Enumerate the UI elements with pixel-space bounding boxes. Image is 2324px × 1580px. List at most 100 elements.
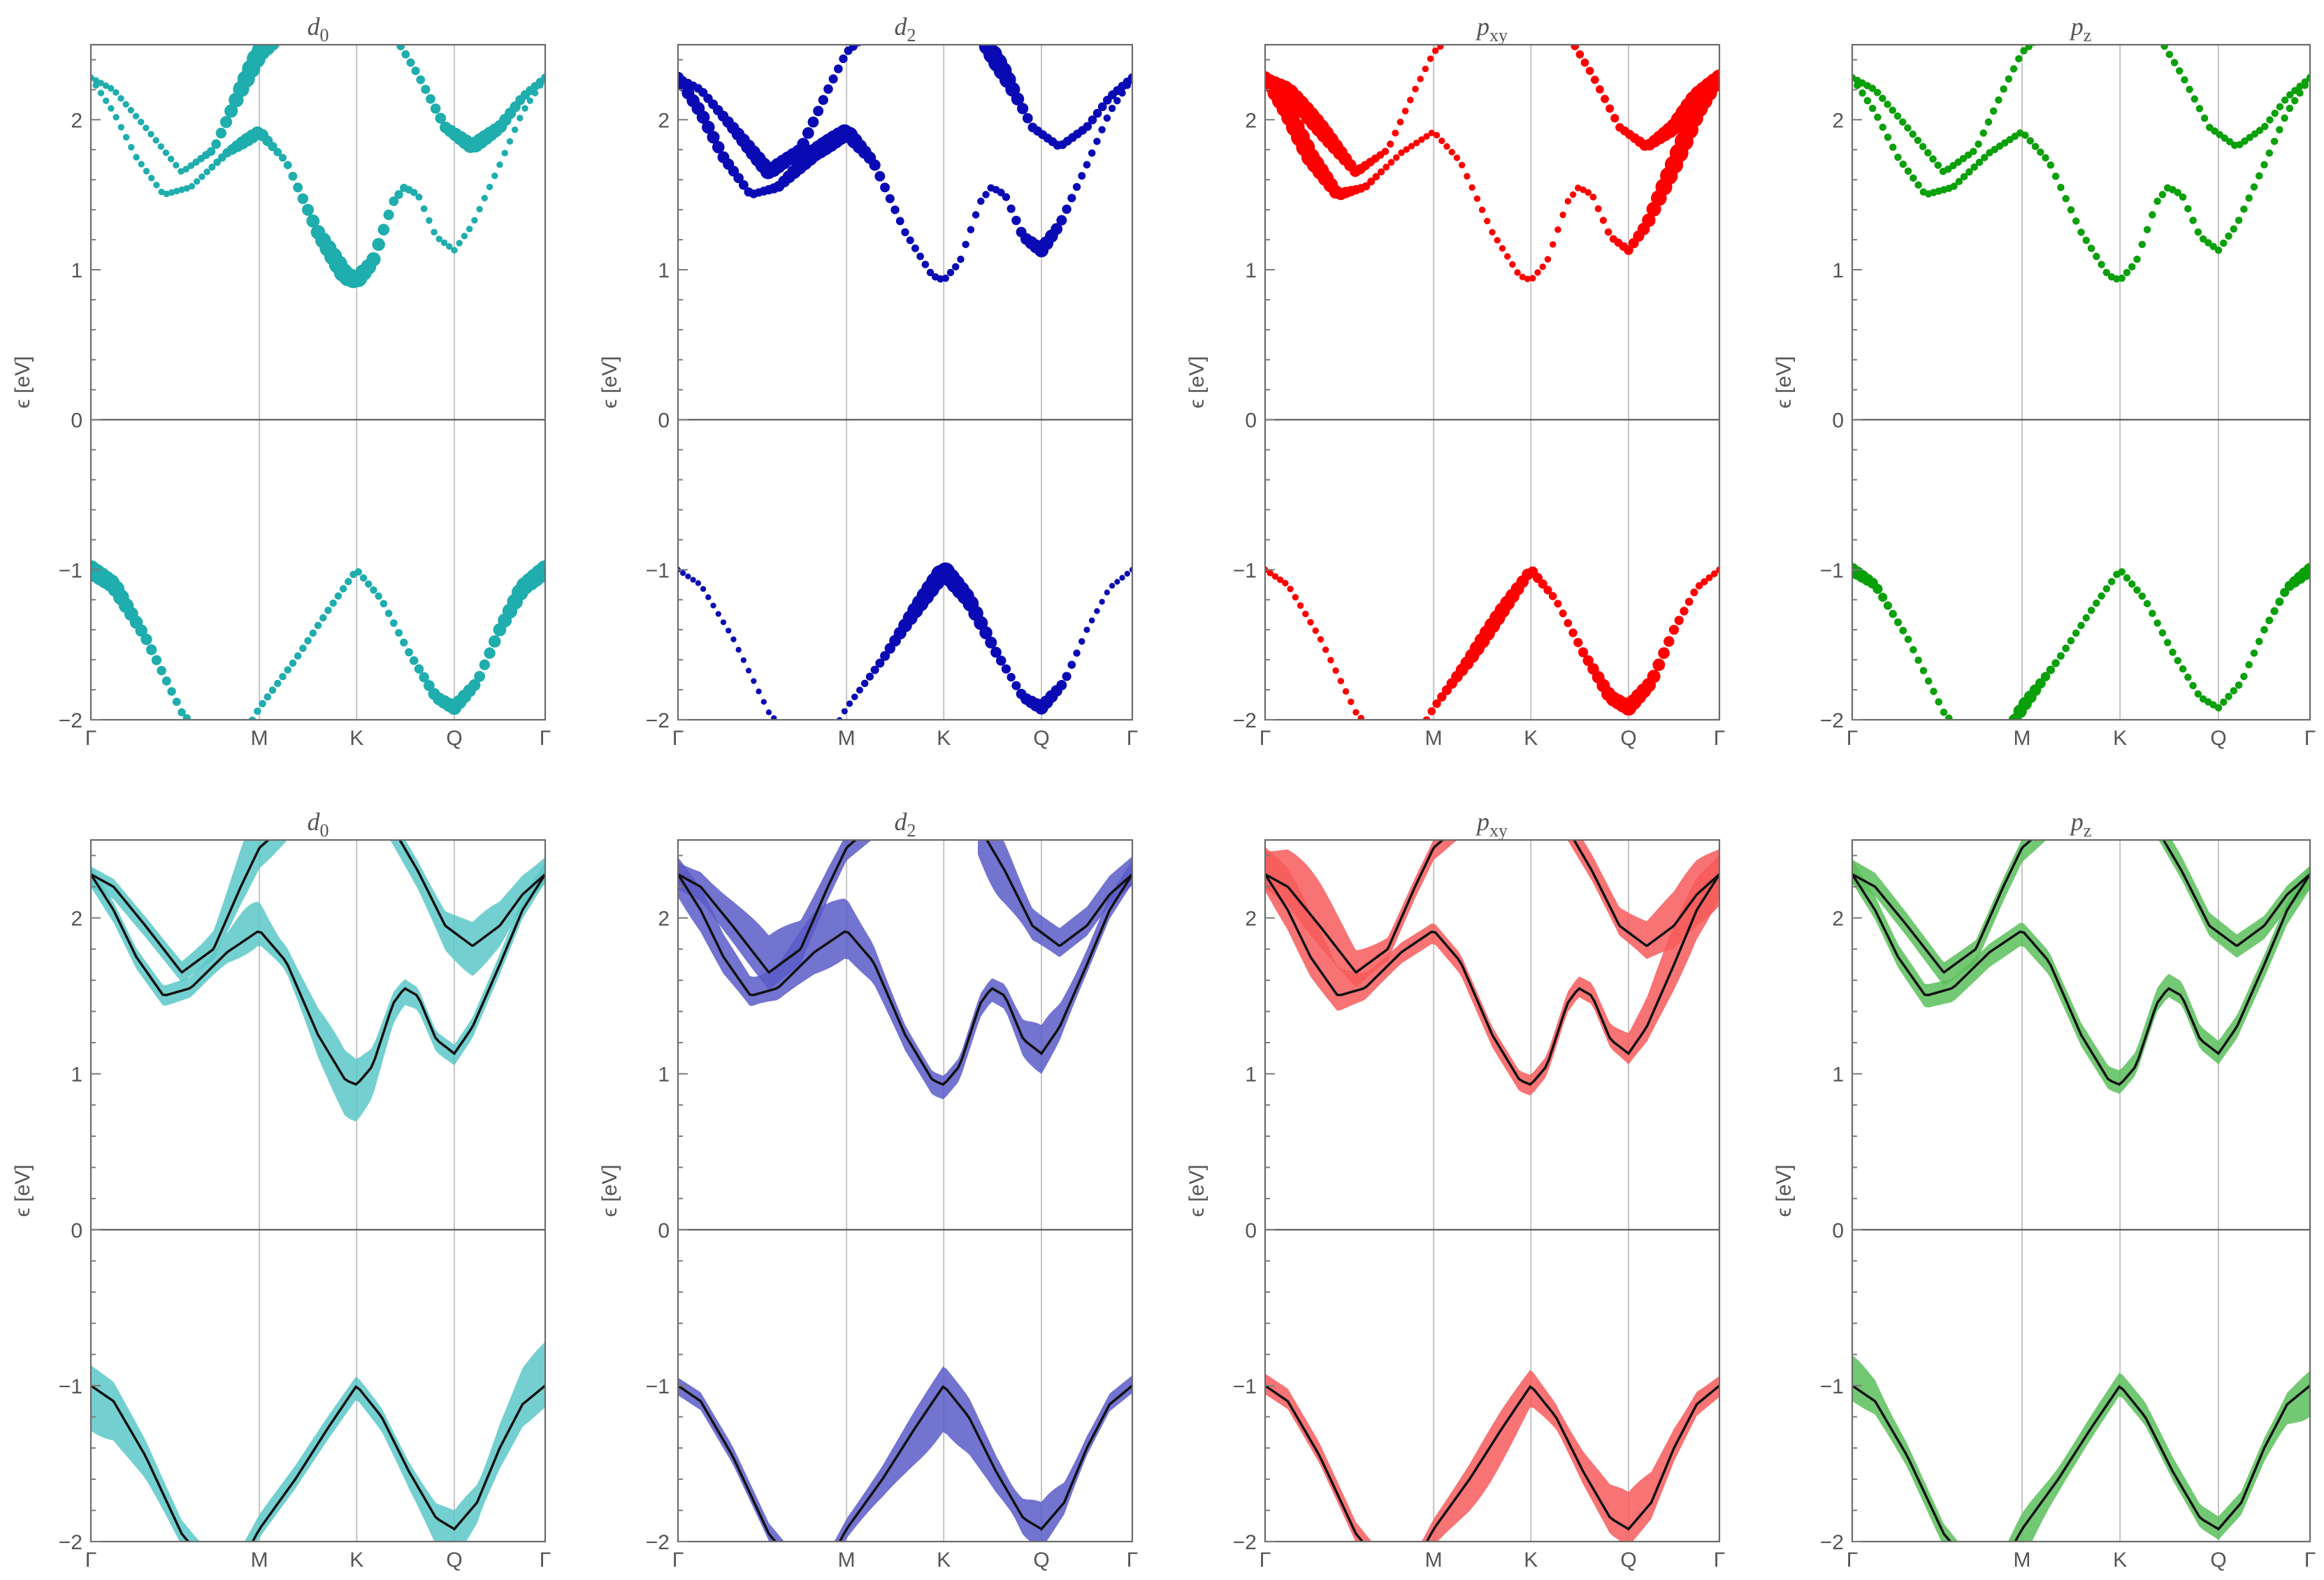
band-marker [1893,618,1903,626]
y-tick-label: −2 [59,1531,82,1554]
band-marker [1571,45,1580,50]
band-marker [1995,96,2002,104]
band-marker [911,244,919,252]
band-marker [1457,27,1464,33]
band-marker [1357,714,1364,720]
band-marker [456,240,463,247]
band-marker [1548,592,1557,600]
x-tick-label: Q [446,1549,462,1572]
band-marker [2184,205,2192,212]
projected-band-fill [1265,846,1719,1096]
x-tick-label: K [1524,1549,1538,1572]
band-marker [143,124,150,131]
band-marker [921,261,930,268]
reference-band-line [91,840,270,974]
band-marker [906,236,914,245]
band-marker [1984,118,1993,126]
band-marker [1930,688,1937,695]
band-marker [846,700,853,707]
band-marker [1398,762,1405,769]
band-marker [389,196,399,206]
band-marker [389,619,398,628]
band-marker [354,568,363,576]
y-tick-label: −2 [59,709,82,732]
band-marker [715,611,721,617]
band-marker [856,686,864,694]
band-marker [1104,589,1111,595]
band-marker [2170,59,2179,66]
band-marker [1961,732,1968,739]
band-marker [1378,738,1384,744]
band-marker [461,233,468,240]
band-marker [880,651,890,661]
projected-band-fill [678,857,1132,1100]
y-tick-label: 2 [71,908,82,931]
band-marker [2200,114,2209,122]
reference-band-line [1852,874,2310,1086]
band-marker [2291,87,2299,94]
band-marker [345,578,352,586]
band-marker [2306,73,2310,82]
band-marker [1478,206,1486,214]
band-marker [451,247,458,254]
plot-frame [1264,43,1721,721]
y-tick-label: −1 [1233,559,1257,582]
band-marker [1062,204,1071,215]
band-marker [967,226,975,233]
band-marker [2191,95,2199,103]
band-marker [2005,75,2013,83]
band-marker [1352,709,1359,716]
band-marker [712,140,725,154]
x-tick-label: Γ [85,727,97,750]
band-marker [2057,184,2065,191]
band-marker [982,191,990,198]
band-marker [2286,91,2294,99]
band-marker [2214,704,2223,712]
band-marker [1312,627,1319,635]
reference-band-line [91,874,545,1086]
band-marker [1407,96,1414,103]
band-marker [2276,103,2284,110]
band-marker [1695,581,1703,590]
band-marker [1006,672,1016,682]
band-marker [2107,578,2116,586]
band-marker [446,243,453,250]
band-marker [1002,193,1011,201]
band-marker [1995,742,2005,752]
band-marker [1266,570,1273,577]
band-marker [168,189,175,196]
band-marker [797,138,810,151]
y-axis-label: ϵ [eV] [1185,356,1208,409]
band-marker [1904,167,1912,175]
band-marker [2138,592,2146,600]
band-marker [979,626,993,639]
band-marker [2087,607,2095,614]
band-marker [2143,226,2151,233]
band-marker [1898,118,1907,126]
projected-band-fill [678,840,872,990]
band-marker [1965,738,1973,746]
band-marker [2077,229,2085,236]
band-marker [2194,690,2202,698]
band-marker [319,614,327,622]
band-marker [1863,96,1872,105]
band-marker [1499,245,1506,252]
y-tick-label: −1 [59,1375,82,1398]
y-tick-label: 2 [1832,109,1844,132]
x-tick-label: Γ [2304,727,2316,750]
band-marker [426,217,433,224]
band-marker [182,713,191,720]
band-marker [776,721,781,727]
band-marker [314,621,322,630]
band-marker [1322,646,1329,653]
band-marker [1674,616,1684,625]
band-marker [1955,177,1963,185]
band-marker [489,635,501,648]
band-marker [182,166,190,173]
band-marker [1919,667,1928,674]
band-marker [1663,636,1675,647]
band-marker [951,263,960,271]
band-marker [2118,274,2125,282]
band-marker [1539,263,1546,270]
band-marker [1561,26,1569,34]
